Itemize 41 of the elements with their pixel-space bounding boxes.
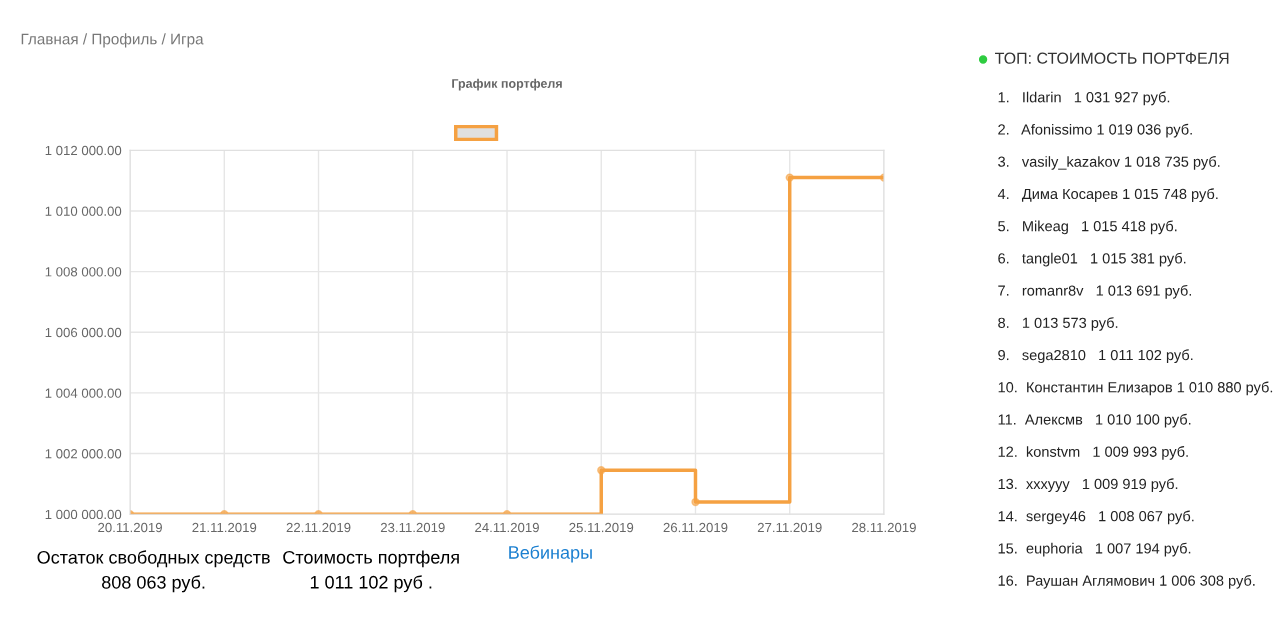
text: 1. Ildarin 1 031 927 руб.	[998, 91, 1170, 106]
x-tick-label: 28.11.2019	[852, 522, 916, 533]
point	[691, 497, 700, 507]
x-tick-label: 26.11.2019	[663, 522, 728, 533]
x-tick-label: 21.11.2019	[192, 522, 257, 533]
text: 8. 1 013 573 руб.	[998, 317, 1118, 331]
x-tick-label: 23.11.2019	[380, 522, 445, 533]
y-tick-label: 1 006 000.00	[45, 327, 122, 338]
text: 9. sega2810 1 011 102 руб.	[998, 349, 1193, 364]
text: 2. Afonissimo 1 019 036 руб.	[998, 123, 1192, 138]
x-tick-label: 20.11.2019	[98, 522, 162, 533]
text: 10. Константин Елизаров 1 010 880 руб.	[998, 381, 1273, 396]
text: Стоимость портфеля 1 011 102 руб .	[283, 550, 459, 593]
point	[597, 466, 606, 475]
text: 14. sergey46 1 008 067 руб.	[998, 510, 1194, 525]
point	[785, 173, 794, 182]
y-tick-label: 1 012 000.00	[45, 145, 122, 156]
text: 12. konstvm 1 009 993 руб.	[998, 446, 1188, 460]
text: 15. euphoria 1 007 194 руб.	[998, 542, 1191, 557]
text: Вебинары	[509, 545, 592, 563]
text: 4. Дима Косарев 1 015 748 руб.	[997, 188, 1218, 202]
y-tick-label: 1 004 000.00	[45, 388, 122, 398]
y-tick-label: 1 010 000.00	[45, 206, 122, 216]
text: 6. tangle01 1 015 381 руб.	[998, 252, 1186, 267]
text: 3. vasily_kazakov 1 018 735 руб.	[998, 156, 1220, 170]
y-tick-label: 1 008 000.00	[45, 267, 122, 277]
text: ТОП: СТОИМОСТЬ ПОРТФЕЛЯ	[995, 52, 1229, 64]
text: 11. Алексмв 1 010 100 руб.	[998, 413, 1191, 428]
x-tick-label: 27.11.2019	[757, 522, 822, 533]
text: 7. romanr8v 1 013 691 руб.	[998, 284, 1192, 299]
text: Остаток свободных средств 808 063 руб.	[37, 550, 270, 593]
text: 16. Раушан Аглямович 1 006 308 руб.	[998, 574, 1255, 589]
x-tick-label: 22.11.2019	[286, 522, 351, 533]
chart-title: График портфеля	[452, 78, 562, 91]
x-tick-label: 24.11.2019	[475, 522, 539, 533]
x-tick-label: 25.11.2019	[569, 522, 634, 533]
text: 5. Mikeag 1 015 418 руб.	[998, 220, 1177, 235]
y-tick-label: 1 000 000.00	[45, 509, 122, 520]
text: 13. xxxyyy 1 009 919 руб.	[998, 478, 1178, 492]
y-tick-label: 1 002 000.00	[45, 449, 122, 459]
text: Главная / Профиль / Игра	[21, 33, 204, 48]
